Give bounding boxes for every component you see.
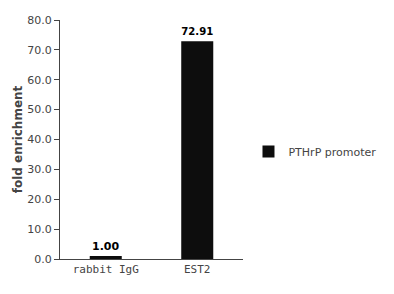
svg-text:60.0: 60.0 (27, 74, 52, 87)
svg-text:20.0: 20.0 (27, 193, 52, 206)
svg-text:80.0: 80.0 (27, 14, 52, 27)
svg-text:30.0: 30.0 (27, 163, 52, 176)
svg-text:EST2: EST2 (184, 263, 211, 276)
svg-text:50.0: 50.0 (27, 103, 52, 116)
svg-text:PTHrP promoter: PTHrP promoter (288, 146, 376, 159)
svg-text:40.0: 40.0 (27, 133, 52, 146)
svg-text:70.0: 70.0 (27, 44, 52, 57)
svg-text:fold enrichment: fold enrichment (11, 85, 25, 193)
svg-text:1.00: 1.00 (92, 240, 119, 253)
svg-text:rabbit IgG: rabbit IgG (73, 263, 139, 276)
svg-text:0.0: 0.0 (34, 253, 52, 266)
svg-text:72.91: 72.91 (181, 26, 213, 37)
svg-text:10.0: 10.0 (27, 223, 52, 236)
